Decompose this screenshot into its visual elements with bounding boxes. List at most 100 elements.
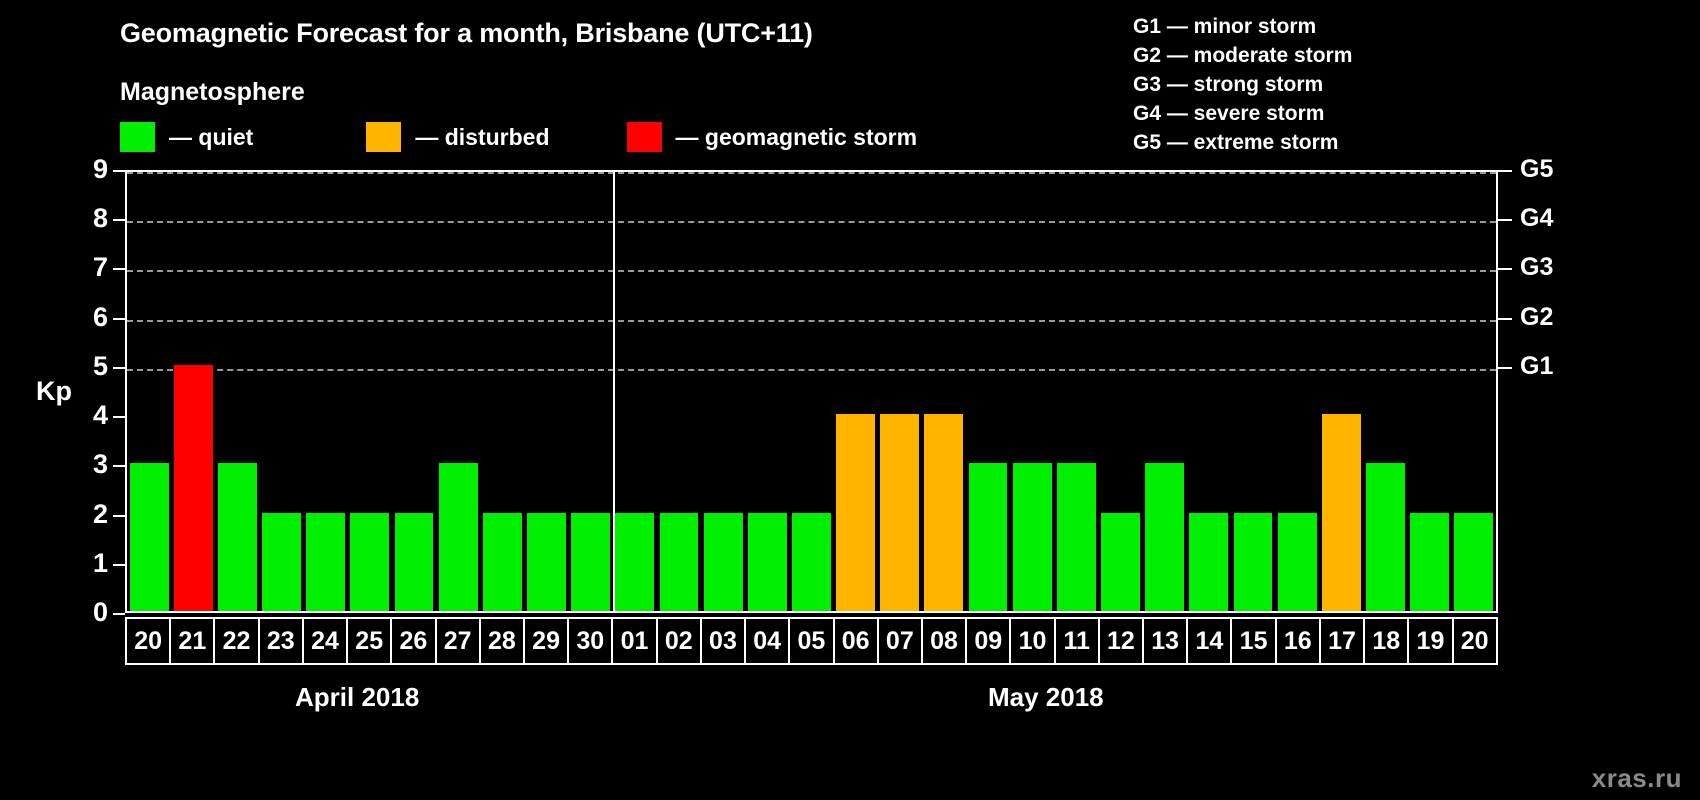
kp-bar[interactable] [1277,512,1317,611]
g-scale-row: G3 — strong storm [1133,73,1324,96]
kp-bar[interactable] [1189,512,1229,611]
day-label[interactable]: 02 [655,619,700,663]
bar-cell[interactable] [436,172,480,611]
kp-bar[interactable] [792,512,831,611]
day-label[interactable]: 20 [125,619,170,663]
day-label[interactable]: 19 [1407,619,1452,663]
day-label[interactable]: 08 [920,619,966,663]
bar-cell[interactable] [524,172,568,611]
kp-bar[interactable] [350,512,390,611]
bar-cell[interactable] [304,172,348,611]
day-label[interactable]: 14 [1186,619,1231,663]
day-label[interactable]: 23 [257,619,302,663]
day-label[interactable]: 27 [434,619,479,663]
bar-cell[interactable] [966,172,1010,611]
bar-cell[interactable] [171,172,215,611]
bar-cell[interactable] [348,172,392,611]
day-label[interactable]: 20 [1451,619,1498,663]
kp-bar[interactable] [836,414,875,611]
y-axis-tick-label: 4 [92,400,108,431]
day-label[interactable]: 06 [832,619,877,663]
bar-cell[interactable] [259,172,303,611]
day-label[interactable]: 24 [301,619,347,663]
kp-bar[interactable] [1366,463,1405,611]
kp-bar[interactable] [1321,414,1361,611]
bar-cell[interactable] [1452,172,1496,611]
bar-cell[interactable] [1319,172,1363,611]
day-label[interactable]: 22 [213,619,258,663]
legend-item: — disturbed [366,122,550,152]
bar-cell[interactable] [1010,172,1054,611]
day-label[interactable]: 09 [965,619,1010,663]
day-label[interactable]: 11 [1053,619,1098,663]
day-label[interactable]: 05 [788,619,833,663]
kp-bar[interactable] [129,463,169,611]
bar-cell[interactable] [701,172,745,611]
kp-bar[interactable] [1012,463,1052,611]
kp-bar[interactable] [394,512,434,611]
day-label[interactable]: 18 [1363,619,1408,663]
kp-bar[interactable] [924,414,964,611]
kp-bar[interactable] [1410,512,1450,611]
day-label[interactable]: 29 [522,619,568,663]
kp-bar[interactable] [703,512,743,611]
bar-cell[interactable] [878,172,922,611]
bar-cell[interactable] [127,172,171,611]
day-label[interactable]: 25 [346,619,391,663]
kp-bar[interactable] [968,463,1008,611]
bar-cell[interactable] [789,172,833,611]
bar-cell[interactable] [657,172,701,611]
day-label[interactable]: 10 [1009,619,1054,663]
magnetosphere-legend: — quiet — disturbed — geomagnetic storm [120,122,917,152]
bar-cell[interactable] [480,172,524,611]
bar-cell[interactable] [215,172,259,611]
bar-cell[interactable] [392,172,436,611]
bar-cell[interactable] [834,172,878,611]
bar-cell[interactable] [613,172,657,611]
kp-bar[interactable] [217,463,257,611]
kp-bar[interactable] [262,512,301,611]
kp-bar[interactable] [747,512,787,611]
kp-bar[interactable] [482,512,522,611]
kp-bar[interactable] [659,512,699,611]
bar-cell[interactable] [1275,172,1319,611]
day-label[interactable]: 28 [478,619,523,663]
kp-bar[interactable] [527,512,566,611]
bar-cell[interactable] [1098,172,1142,611]
y-axis-tick-label: 1 [92,547,108,578]
day-label[interactable]: 26 [390,619,435,663]
day-label[interactable]: 16 [1274,619,1319,663]
bar-cell[interactable] [922,172,966,611]
bar-cell[interactable] [569,172,613,611]
kp-bar[interactable] [1233,512,1273,611]
g-axis-tick [1498,170,1512,172]
kp-bar[interactable] [1145,463,1185,611]
kp-bar[interactable] [571,512,611,611]
day-label[interactable]: 07 [876,619,921,663]
bar-cell[interactable] [1143,172,1187,611]
bar-cell[interactable] [1187,172,1231,611]
kp-bar[interactable] [615,512,655,611]
kp-bar[interactable] [438,463,478,611]
bar-cell[interactable] [1408,172,1452,611]
bar-cell[interactable] [1231,172,1275,611]
day-label[interactable]: 03 [699,619,745,663]
day-label[interactable]: 21 [169,619,214,663]
gridline [127,319,1496,322]
kp-bar[interactable] [880,414,920,611]
kp-bar[interactable] [1056,463,1096,611]
day-label[interactable]: 30 [567,619,612,663]
kp-bar[interactable] [173,364,213,611]
day-label[interactable]: 15 [1230,619,1275,663]
kp-bar[interactable] [1454,512,1494,611]
bar-cell[interactable] [1054,172,1098,611]
bar-cell[interactable] [1363,172,1407,611]
day-label[interactable]: 12 [1097,619,1143,663]
day-label[interactable]: 01 [611,619,656,663]
day-label[interactable]: 04 [744,619,789,663]
kp-bar[interactable] [1101,512,1140,611]
bar-cell[interactable] [745,172,789,611]
day-label[interactable]: 13 [1142,619,1187,663]
kp-bar[interactable] [306,512,346,611]
day-label[interactable]: 17 [1318,619,1364,663]
